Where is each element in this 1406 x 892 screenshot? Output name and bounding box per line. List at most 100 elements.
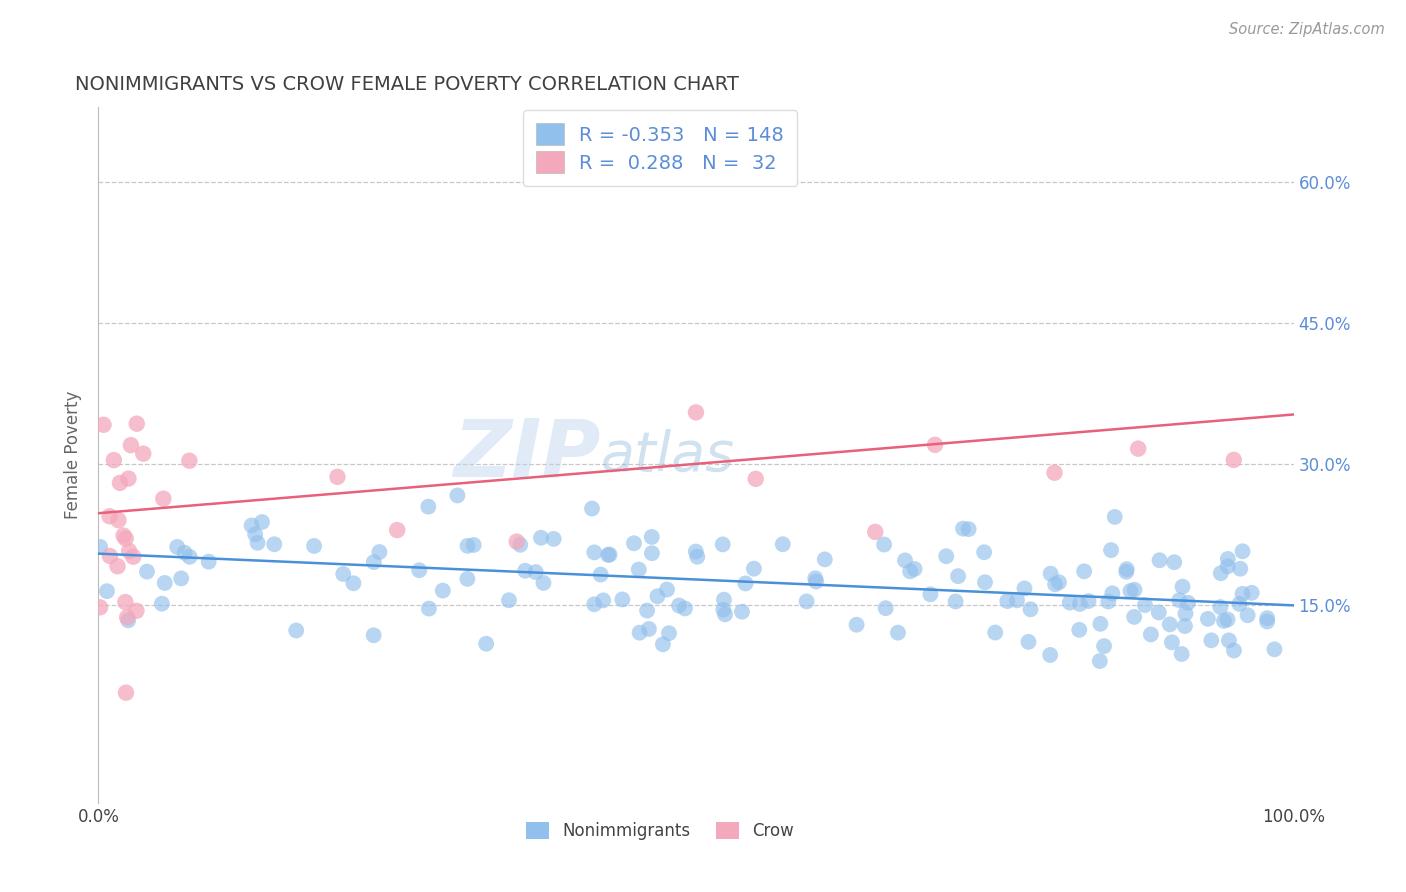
Point [592, 593, 614, 607]
Point [845, 617, 868, 632]
Point [112, 528, 135, 542]
Point [1140, 627, 1163, 641]
Point [385, 523, 409, 537]
Point [125, 604, 148, 618]
Point [946, 569, 969, 583]
Point [865, 524, 887, 539]
Point [713, 592, 735, 607]
Point [1229, 597, 1251, 611]
Point [685, 544, 707, 558]
Point [742, 562, 765, 576]
Text: NONIMMIGRANTS VS CROW FEMALE POVERTY CORRELATION CHART: NONIMMIGRANTS VS CROW FEMALE POVERTY COR… [75, 75, 738, 95]
Point [1240, 586, 1263, 600]
Point [363, 628, 385, 642]
Point [1047, 575, 1070, 590]
Point [179, 549, 201, 564]
Point [332, 567, 354, 582]
Point [240, 518, 263, 533]
Point [120, 438, 142, 452]
Point [132, 447, 155, 461]
Point [98, 509, 121, 524]
Point [1236, 608, 1258, 623]
Point [1256, 615, 1278, 629]
Point [875, 601, 897, 615]
Point [166, 540, 188, 554]
Point [1232, 587, 1254, 601]
Point [1232, 544, 1254, 558]
Point [1128, 442, 1150, 456]
Point [1043, 577, 1066, 591]
Point [1017, 635, 1039, 649]
Point [1216, 559, 1239, 574]
Point [1171, 580, 1194, 594]
Point [506, 534, 529, 549]
Point [1163, 555, 1185, 569]
Point [114, 532, 136, 546]
Point [98, 549, 121, 563]
Point [641, 546, 664, 560]
Point [263, 537, 285, 551]
Point [658, 626, 681, 640]
Point [589, 567, 612, 582]
Point [543, 532, 565, 546]
Point [1216, 613, 1239, 627]
Point [1077, 594, 1099, 608]
Point [627, 562, 650, 576]
Point [1014, 582, 1036, 596]
Point [1088, 654, 1111, 668]
Point [463, 538, 485, 552]
Point [984, 625, 1007, 640]
Point [408, 563, 430, 577]
Point [628, 625, 651, 640]
Point [1123, 582, 1146, 597]
Point [1177, 596, 1199, 610]
Point [1115, 565, 1137, 579]
Point [285, 624, 308, 638]
Point [974, 575, 997, 590]
Point [170, 571, 193, 585]
Point [1168, 593, 1191, 607]
Point [804, 571, 827, 585]
Point [673, 601, 696, 615]
Point [89, 540, 111, 554]
Point [1039, 566, 1062, 581]
Point [117, 614, 139, 628]
Point [804, 574, 827, 589]
Point [685, 405, 707, 419]
Point [1170, 647, 1192, 661]
Point [515, 564, 537, 578]
Point [197, 555, 219, 569]
Point [1229, 562, 1251, 576]
Point [1209, 600, 1232, 615]
Point [1174, 607, 1197, 621]
Point [432, 583, 454, 598]
Point [125, 417, 148, 431]
Point [1073, 564, 1095, 578]
Point [136, 565, 159, 579]
Point [711, 537, 734, 551]
Point [1213, 614, 1236, 628]
Point [107, 559, 129, 574]
Point [1159, 617, 1181, 632]
Point [418, 601, 440, 615]
Point [108, 475, 131, 490]
Point [475, 637, 498, 651]
Point [641, 530, 664, 544]
Point [1218, 633, 1240, 648]
Point [152, 491, 174, 506]
Point [326, 470, 349, 484]
Point [796, 594, 818, 608]
Point [89, 600, 111, 615]
Text: ZIP: ZIP [453, 416, 600, 494]
Point [1059, 596, 1081, 610]
Point [150, 597, 173, 611]
Point [114, 595, 136, 609]
Text: atlas: atlas [600, 428, 734, 482]
Point [1101, 586, 1123, 600]
Point [887, 625, 910, 640]
Point [894, 553, 917, 567]
Point [957, 522, 980, 536]
Point [243, 527, 266, 541]
Point [1197, 612, 1219, 626]
Point [418, 500, 440, 514]
